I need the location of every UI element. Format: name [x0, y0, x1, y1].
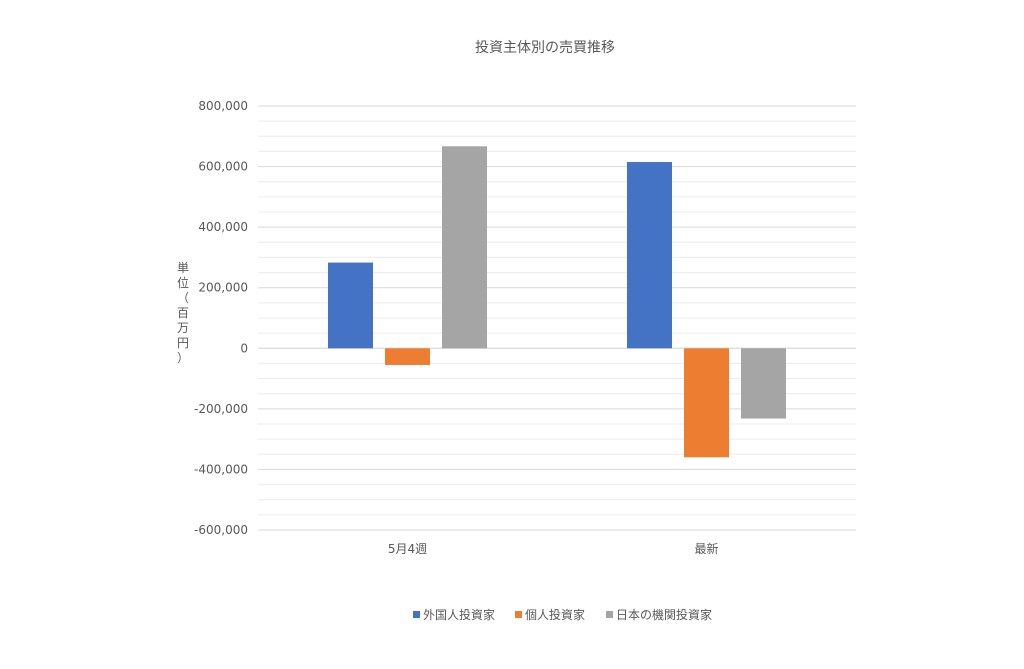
- bar: [442, 146, 487, 349]
- y-axis-label-char: （: [177, 291, 189, 305]
- bar: [684, 348, 729, 458]
- x-tick-label: 5月4週: [388, 542, 427, 556]
- y-axis-label-char: 万: [177, 321, 189, 335]
- bar: [328, 262, 373, 349]
- y-tick-label: 200,000: [198, 281, 248, 295]
- y-axis-ticks: 800,000 600,000 400,000 200,000 0 -200,000 -40…: [194, 99, 248, 537]
- y-axis-label-char: ）: [177, 351, 189, 365]
- y-axis-label-char: 単: [177, 261, 189, 275]
- legend: 外国人投資家 個人投資家 日本の機関投資家: [413, 607, 712, 622]
- legend-label: 個人投資家: [525, 607, 585, 622]
- y-tick-label: 600,000: [198, 160, 248, 174]
- x-tick-label: 最新: [694, 541, 718, 556]
- y-axis-label: 単位（百万円）: [177, 261, 189, 365]
- y-tick-label: 400,000: [198, 220, 248, 234]
- y-tick-label: 800,000: [198, 99, 248, 113]
- y-tick-label: -600,000: [194, 523, 248, 537]
- y-axis-label-char: 円: [177, 336, 189, 350]
- legend-swatch: [606, 611, 613, 618]
- legend-swatch: [413, 611, 420, 618]
- y-axis-label-char: 百: [177, 306, 189, 320]
- y-tick-label: -200,000: [194, 402, 248, 416]
- bar: [741, 348, 786, 419]
- legend-swatch: [515, 611, 522, 618]
- bars: [328, 146, 786, 458]
- x-axis-ticks: 5月4週 最新: [388, 541, 719, 556]
- y-tick-label: 0: [240, 341, 248, 355]
- legend-label: 外国人投資家: [423, 607, 495, 622]
- chart-title: 投資主体別の売買推移: [475, 40, 615, 56]
- legend-label: 日本の機関投資家: [616, 607, 712, 622]
- y-axis-label-char: 位: [177, 275, 189, 290]
- bar: [627, 162, 672, 349]
- bar: [385, 348, 430, 365]
- y-tick-label: -400,000: [194, 462, 248, 476]
